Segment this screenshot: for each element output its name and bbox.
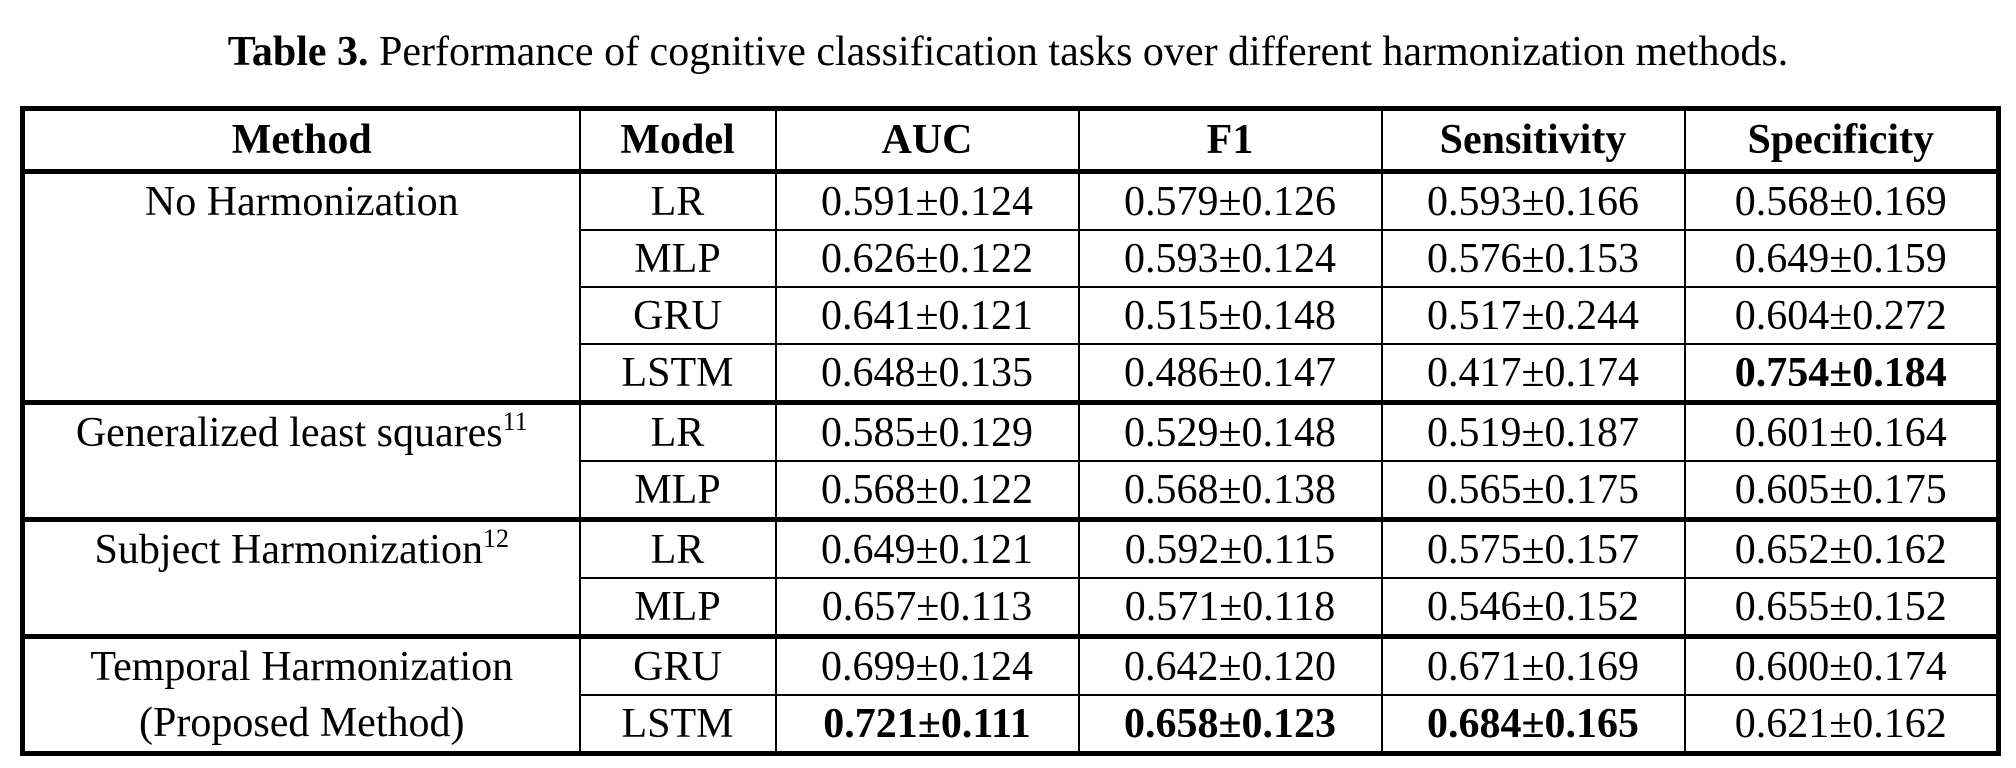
model-cell: MLP — [578, 460, 777, 520]
f1-cell: 0.593±0.124 — [1077, 229, 1383, 287]
table-caption: Table 3. Performance of cognitive classi… — [0, 22, 2016, 82]
auc-cell: 0.648±0.135 — [774, 343, 1080, 403]
table-row: Generalized least squares11 LR 0.585±0.1… — [20, 400, 2001, 522]
auc-cell: 0.591±0.124 — [774, 170, 1080, 230]
table-row: MLP 0.568±0.122 0.568±0.138 0.565±0.175 … — [23, 460, 2001, 520]
specificity-cell: 0.649±0.159 — [1683, 229, 2001, 287]
sensitivity-cell: 0.565±0.175 — [1380, 460, 1686, 520]
header-sensitivity: Sensitivity — [1380, 106, 1686, 174]
f1-cell: 0.515±0.148 — [1077, 286, 1383, 344]
method-cell: Generalized least squares11 — [20, 400, 581, 522]
auc-cell: 0.649±0.121 — [774, 517, 1080, 578]
table-caption-text: Performance of cognitive classification … — [379, 29, 1789, 75]
model-cell: LR — [578, 517, 777, 578]
model-cell: MLP — [578, 229, 777, 287]
citation-superscript: 12 — [482, 524, 509, 553]
specificity-cell-best: 0.754±0.184 — [1683, 343, 2001, 403]
table-row: Temporal Harmonization (Proposed Method)… — [20, 634, 2001, 756]
specificity-cell: 0.605±0.175 — [1683, 460, 2001, 520]
auc-cell: 0.626±0.122 — [774, 229, 1080, 287]
sensitivity-cell: 0.517±0.244 — [1380, 286, 1686, 344]
auc-cell: 0.568±0.122 — [774, 460, 1080, 520]
sensitivity-cell-best: 0.684±0.165 — [1380, 694, 1686, 756]
model-cell: GRU — [578, 634, 777, 695]
sensitivity-cell: 0.593±0.166 — [1380, 170, 1686, 230]
results-table: Method Model AUC F1 Sensitivity Specific… — [20, 106, 2001, 756]
auc-cell: 0.585±0.129 — [774, 400, 1080, 461]
header-specificity: Specificity — [1683, 106, 2001, 174]
model-cell: GRU — [578, 286, 777, 344]
table-row: LSTM 0.721±0.111 0.658±0.123 0.684±0.165… — [23, 694, 2001, 756]
specificity-cell: 0.652±0.162 — [1683, 517, 2001, 578]
method-cell: No Harmonization — [20, 170, 581, 405]
header-method: Method — [20, 106, 581, 174]
auc-cell-best: 0.721±0.111 — [774, 694, 1080, 756]
sensitivity-cell: 0.417±0.174 — [1380, 343, 1686, 403]
header-f1: F1 — [1077, 106, 1383, 174]
method-cell: Subject Harmonization12 — [20, 517, 581, 639]
f1-cell: 0.568±0.138 — [1077, 460, 1383, 520]
method-name: Temporal Harmonization — [90, 644, 514, 690]
f1-cell: 0.592±0.115 — [1077, 517, 1383, 578]
table-row: MLP 0.657±0.113 0.571±0.118 0.546±0.152 … — [23, 577, 2001, 637]
table-row: GRU 0.641±0.121 0.515±0.148 0.517±0.244 … — [23, 286, 2001, 344]
table-row: No Harmonization LR 0.591±0.124 0.579±0.… — [20, 170, 2001, 405]
table-label: Table 3. — [227, 29, 369, 75]
method-name: Generalized least squares — [75, 410, 503, 456]
model-cell: LR — [578, 400, 777, 461]
sensitivity-cell: 0.519±0.187 — [1380, 400, 1686, 461]
model-cell: MLP — [578, 577, 777, 637]
header-row: Method Model AUC F1 Sensitivity Specific… — [20, 106, 2001, 174]
sensitivity-cell: 0.576±0.153 — [1380, 229, 1686, 287]
table-row: Subject Harmonization12 LR 0.649±0.121 0… — [20, 517, 2001, 639]
method-name: Subject Harmonization — [94, 527, 483, 573]
model-cell: LSTM — [578, 343, 777, 403]
header-model: Model — [578, 106, 777, 174]
f1-cell: 0.642±0.120 — [1077, 634, 1383, 695]
f1-cell-best: 0.658±0.123 — [1077, 694, 1383, 756]
f1-cell: 0.571±0.118 — [1077, 577, 1383, 637]
specificity-cell: 0.655±0.152 — [1683, 577, 2001, 637]
table-row: MLP 0.626±0.122 0.593±0.124 0.576±0.153 … — [23, 229, 2001, 287]
model-cell: LSTM — [578, 694, 777, 756]
auc-cell: 0.699±0.124 — [774, 634, 1080, 695]
sensitivity-cell: 0.575±0.157 — [1380, 517, 1686, 578]
method-subtitle: (Proposed Method) — [139, 700, 465, 746]
auc-cell: 0.641±0.121 — [774, 286, 1080, 344]
auc-cell: 0.657±0.113 — [774, 577, 1080, 637]
specificity-cell: 0.621±0.162 — [1683, 694, 2001, 756]
f1-cell: 0.579±0.126 — [1077, 170, 1383, 230]
header-auc: AUC — [774, 106, 1080, 174]
specificity-cell: 0.604±0.272 — [1683, 286, 2001, 344]
sensitivity-cell: 0.546±0.152 — [1380, 577, 1686, 637]
sensitivity-cell: 0.671±0.169 — [1380, 634, 1686, 695]
table-row: LSTM 0.648±0.135 0.486±0.147 0.417±0.174… — [23, 343, 2001, 403]
method-cell: Temporal Harmonization (Proposed Method) — [20, 634, 581, 756]
method-name: No Harmonization — [144, 179, 459, 225]
model-cell: LR — [578, 170, 777, 230]
specificity-cell: 0.600±0.174 — [1683, 634, 2001, 695]
specificity-cell: 0.601±0.164 — [1683, 400, 2001, 461]
f1-cell: 0.529±0.148 — [1077, 400, 1383, 461]
specificity-cell: 0.568±0.169 — [1683, 170, 2001, 230]
citation-superscript: 11 — [502, 407, 528, 436]
f1-cell: 0.486±0.147 — [1077, 343, 1383, 403]
